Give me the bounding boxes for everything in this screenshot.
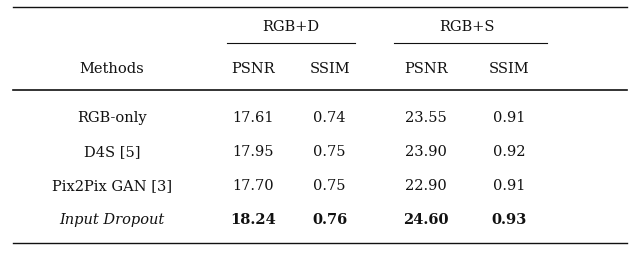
Text: SSIM: SSIM	[309, 62, 350, 76]
Text: 0.76: 0.76	[312, 213, 348, 227]
Text: PSNR: PSNR	[404, 62, 447, 76]
Text: SSIM: SSIM	[488, 62, 529, 76]
Text: 18.24: 18.24	[230, 213, 276, 227]
Text: RGB-only: RGB-only	[77, 111, 147, 125]
Text: RGB+S: RGB+S	[440, 20, 495, 34]
Text: 23.90: 23.90	[404, 145, 447, 159]
Text: 0.92: 0.92	[493, 145, 525, 159]
Text: 0.74: 0.74	[314, 111, 346, 125]
Text: 0.93: 0.93	[491, 213, 527, 227]
Text: 17.95: 17.95	[232, 145, 273, 159]
Text: 22.90: 22.90	[404, 179, 447, 193]
Text: Pix2Pix GAN [3]: Pix2Pix GAN [3]	[52, 179, 172, 193]
Text: 0.75: 0.75	[314, 145, 346, 159]
Text: 17.61: 17.61	[232, 111, 273, 125]
Text: PSNR: PSNR	[231, 62, 275, 76]
Text: D4S [5]: D4S [5]	[84, 145, 140, 159]
Text: 24.60: 24.60	[403, 213, 449, 227]
Text: 17.70: 17.70	[232, 179, 274, 193]
Text: Input Dropout: Input Dropout	[60, 213, 164, 227]
Text: Methods: Methods	[79, 62, 145, 76]
Text: 0.91: 0.91	[493, 111, 525, 125]
Text: 0.75: 0.75	[314, 179, 346, 193]
Text: 0.91: 0.91	[493, 179, 525, 193]
Text: 23.55: 23.55	[404, 111, 447, 125]
Text: RGB+D: RGB+D	[262, 20, 320, 34]
